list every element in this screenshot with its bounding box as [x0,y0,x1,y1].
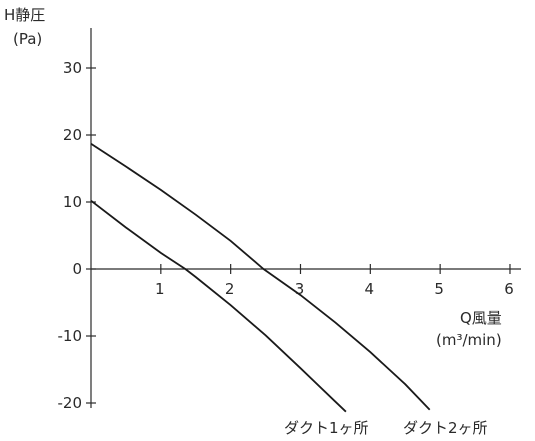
curve-labels: ダクト1ヶ所 ダクト2ヶ所 [284,419,488,437]
x-tick-label-5: 5 [434,280,444,298]
series-line-2 [90,142,431,411]
x-tick-label-1: 1 [155,280,165,298]
y-tick-label-neg20: -20 [58,394,83,412]
y-tick-label-30: 30 [63,59,82,77]
curves [90,142,431,413]
y-tick-label-10: 10 [63,193,82,211]
x-tick-label-3: 3 [295,280,305,298]
series-label-2: ダクト2ヶ所 [403,419,488,437]
x-axis-title-line2: (m³/min) [436,331,502,349]
y-tick-label-20: 20 [63,126,82,144]
x-tick-label-4: 4 [365,280,375,298]
y-axis-title-line2: (Pa) [13,30,42,48]
y-tick-label-neg10: -10 [58,327,83,345]
y-axis-title-line1: H静圧 [4,6,45,24]
series-label-1: ダクト1ヶ所 [284,419,369,437]
x-axis-title-line1: Q風量 [460,309,502,327]
x-tick-label-2: 2 [225,280,235,298]
axis-ticks: 30 20 10 0 -10 -20 1 2 3 4 5 6 [58,59,514,412]
x-tick-label-6: 6 [504,280,514,298]
y-tick-label-0: 0 [72,260,82,278]
series-line-1 [90,199,347,413]
